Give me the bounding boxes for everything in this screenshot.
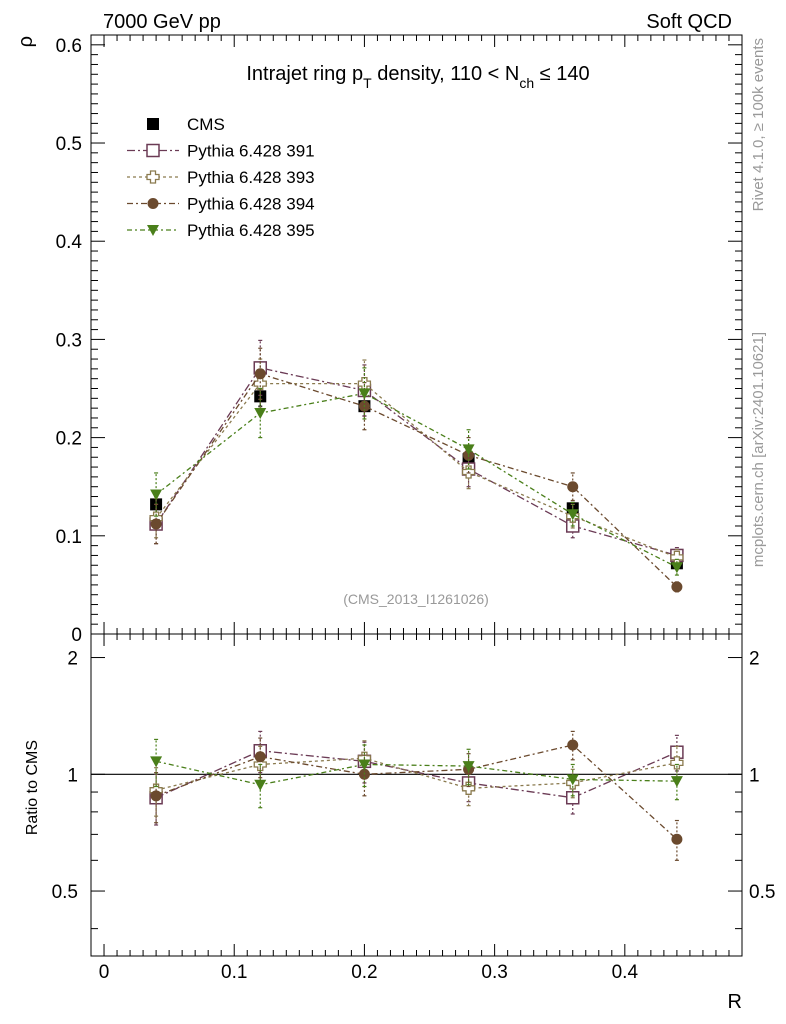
- rivet-label: Rivet 4.1.0, ≥ 100k events: [750, 38, 767, 211]
- data-point: [566, 509, 579, 521]
- series-layer: [149, 339, 684, 861]
- y-tick-label: 0.6: [56, 36, 82, 57]
- ratio-data-point: [670, 756, 684, 770]
- series-pythia-6-428-393: [149, 358, 684, 566]
- main-ylabel: ρ: [15, 36, 37, 47]
- ratio-y-tick-label-right: 2: [749, 649, 760, 670]
- ratio-series-line: [155, 757, 678, 791]
- legend: CMS Pythia 6.428 391 Pythia 6.428 393 Pythi…: [127, 115, 315, 240]
- title-sub-ch: ch: [519, 75, 534, 91]
- ratio-data-point: [254, 779, 267, 791]
- title-post: ≤ 140: [534, 63, 589, 85]
- data-point: [670, 562, 683, 574]
- ratio-y-tick-label: 2: [67, 649, 78, 670]
- data-point: [150, 518, 162, 530]
- legend-marker: [146, 143, 160, 158]
- ratio-data-point: [671, 833, 683, 845]
- legend-marker: [147, 225, 159, 236]
- ratio-data-point: [566, 774, 579, 786]
- ratio-ylabel: Ratio to CMS: [24, 740, 41, 835]
- ratio-plot-frame: [90, 633, 743, 957]
- data-point: [671, 581, 683, 593]
- ratio-series-pythia-6-428-394: [150, 730, 683, 861]
- legend-label: CMS: [187, 115, 225, 134]
- legend-entry: Pythia 6.428 391: [127, 142, 315, 161]
- legend-label: Pythia 6.428 394: [187, 195, 315, 214]
- title-mid: density, 110 < N: [372, 63, 520, 85]
- ratio-data-point: [567, 739, 579, 751]
- legend-entry: Pythia 6.428 395: [127, 221, 315, 240]
- legend-label: Pythia 6.428 393: [187, 168, 315, 187]
- ratio-y-tick-label: 1: [67, 765, 78, 786]
- data-point: [253, 376, 267, 391]
- ratio-y-tick-label: 0.5: [52, 882, 78, 903]
- series-pythia-6-428-391: [149, 339, 684, 564]
- ratio-data-point: [462, 761, 475, 773]
- title-pre: Intrajet ring p: [246, 63, 363, 85]
- x-tick-label: 0.2: [351, 962, 377, 983]
- ratio-series-pythia-6-428-395: [150, 738, 683, 809]
- series-line: [155, 382, 678, 559]
- y-tick-label: 0.5: [56, 134, 82, 155]
- header-right: Soft QCD: [646, 11, 732, 33]
- data-point: [150, 489, 163, 501]
- x-tick-label: 0.3: [481, 962, 507, 983]
- legend-entry: Pythia 6.428 393: [127, 168, 315, 187]
- ratio-data-point: [670, 776, 683, 788]
- mcplots-label: mcplots.cern.ch [arXiv:2401.10621]: [750, 332, 767, 567]
- data-point: [254, 408, 267, 420]
- ratio-data-point: [150, 756, 163, 768]
- x-axis-label: R: [728, 991, 742, 1013]
- legend-entry: Pythia 6.428 394: [127, 195, 315, 214]
- legend-label: Pythia 6.428 391: [187, 142, 315, 161]
- ratio-data-point: [358, 759, 371, 771]
- analysis-annotation: (CMS_2013_I1261026): [343, 591, 489, 607]
- ratio-y-tick-label-right: 1: [749, 765, 760, 786]
- y-zero-label: 0: [71, 625, 82, 646]
- x-tick-label: 0.1: [221, 962, 247, 983]
- ratio-y-tick-label-right: 0.5: [749, 882, 775, 903]
- legend-marker: [147, 198, 159, 209]
- header-left: 7000 GeV pp: [103, 11, 221, 33]
- data-point: [567, 481, 579, 493]
- x-tick-label: 0.4: [612, 962, 639, 983]
- legend-marker: [147, 118, 159, 130]
- ratio-data-point: [461, 781, 476, 795]
- ratio-series-line: [155, 760, 677, 786]
- ratio-series-pythia-6-428-391: [149, 730, 684, 826]
- axes-layer: 0 0.1 0.2 0.3 0.4 0.1 0.2 0.3 0.4 0.5 0.6 0 0.5 0.5 1 1…: [52, 34, 775, 983]
- series-pythia-6-428-395: [150, 367, 683, 576]
- legend-label: Pythia 6.428 395: [187, 221, 315, 240]
- series-line: [155, 392, 678, 568]
- data-point: [254, 368, 266, 380]
- ratio-data-point: [150, 790, 162, 802]
- y-tick-label: 0.3: [56, 330, 82, 351]
- ratio-data-point: [254, 751, 266, 763]
- main-title: Intrajet ring pT density, 110 < Nch ≤ 14…: [246, 63, 589, 91]
- series-pythia-6-428-394: [150, 347, 683, 593]
- data-point: [358, 388, 371, 400]
- ratio-series-line: [155, 744, 678, 840]
- legend-marker: [146, 170, 160, 184]
- series-line: [155, 367, 678, 557]
- data-point: [462, 444, 475, 456]
- series-line: [155, 373, 678, 588]
- x-tick-label: 0: [99, 962, 110, 983]
- legend-entry: CMS: [147, 115, 225, 134]
- ratio-series-pythia-6-428-393: [149, 740, 684, 817]
- y-tick-label: 0.2: [56, 429, 82, 450]
- y-tick-label: 0.1: [56, 527, 82, 548]
- title-sub-t: T: [363, 75, 372, 91]
- y-tick-label: 0.4: [56, 232, 83, 253]
